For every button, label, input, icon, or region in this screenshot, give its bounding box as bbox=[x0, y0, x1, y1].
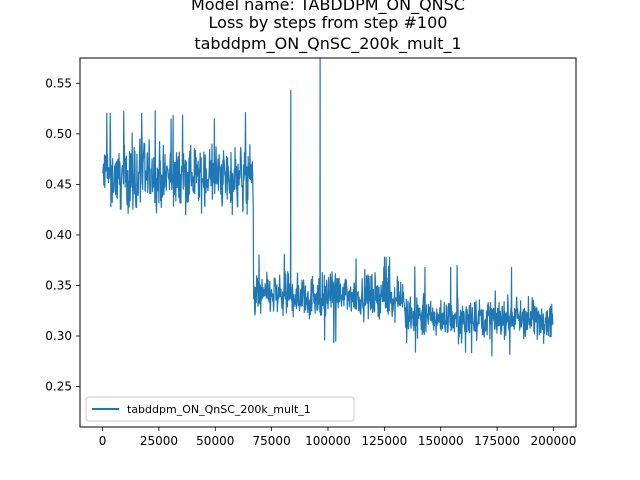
x-tick-label: 125000 bbox=[361, 434, 407, 448]
x-tick-label: 175000 bbox=[474, 434, 520, 448]
y-axis-ticks: 0.25 0.30 0.35 0.40 0.45 0.50 0.55 bbox=[45, 76, 80, 394]
x-tick-label: 100000 bbox=[305, 434, 351, 448]
chart-title-line-2: Loss by steps from step #100 bbox=[209, 13, 448, 32]
legend: tabddpm_ON_QnSC_200k_mult_1 bbox=[85, 396, 355, 422]
legend-label: tabddpm_ON_QnSC_200k_mult_1 bbox=[127, 403, 311, 416]
x-tick-label: 0 bbox=[99, 434, 107, 448]
y-tick-label: 0.55 bbox=[45, 76, 72, 90]
chart-title-line-3: tabddpm_ON_QnSC_200k_mult_1 bbox=[194, 34, 461, 54]
y-tick-label: 0.40 bbox=[45, 228, 72, 242]
x-tick-label: 25000 bbox=[140, 434, 178, 448]
x-tick-label: 50000 bbox=[196, 434, 234, 448]
x-tick-label: 75000 bbox=[253, 434, 291, 448]
y-tick-label: 0.50 bbox=[45, 127, 72, 141]
series-line-group bbox=[102, 58, 554, 357]
chart-title-line-1: Model name: TABDDPM_ON_QNSC bbox=[191, 0, 465, 15]
x-tick-label: 150000 bbox=[418, 434, 464, 448]
loss-series-line bbox=[102, 58, 554, 357]
y-tick-label: 0.30 bbox=[45, 329, 72, 343]
x-tick-label: 200000 bbox=[531, 434, 577, 448]
y-tick-label: 0.25 bbox=[45, 380, 72, 394]
x-axis-ticks: 0 25000 50000 75000 100000 125000 150000 175000… bbox=[99, 427, 577, 448]
plot-frame bbox=[79, 57, 577, 428]
legend-box bbox=[85, 396, 355, 422]
y-tick-label: 0.35 bbox=[45, 278, 72, 292]
y-tick-label: 0.45 bbox=[45, 177, 72, 191]
